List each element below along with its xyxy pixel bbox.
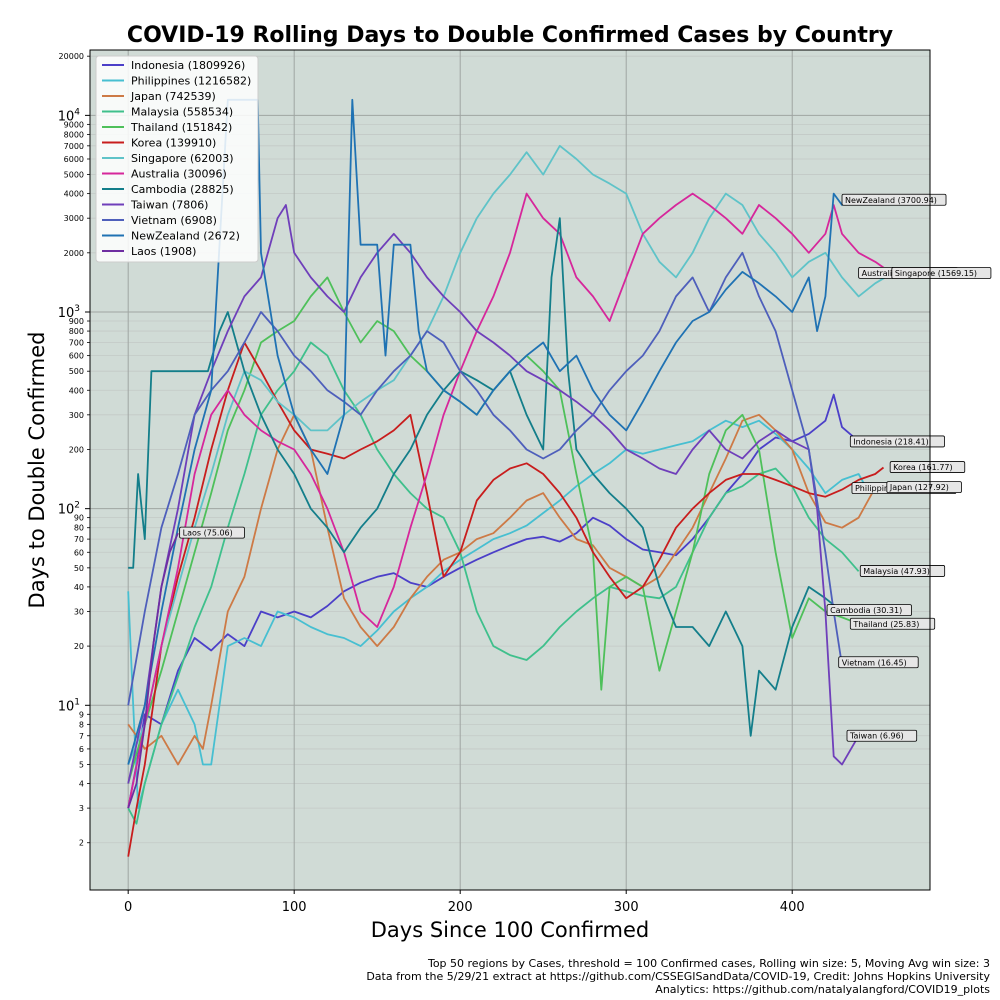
annotation-box xyxy=(889,461,966,473)
y-minor-tick-label: 3000 xyxy=(64,214,84,223)
y-minor-tick-label: 70 xyxy=(74,535,84,544)
y-minor-tick-label: 60 xyxy=(74,548,84,557)
y-minor-tick-label: 800 xyxy=(69,327,84,336)
y-minor-tick-label: 5 xyxy=(79,760,84,769)
y-minor-tick-label: 30 xyxy=(74,607,84,616)
y-minor-tick-label: 20 xyxy=(74,642,84,651)
legend-label-1: Philippines (1216582) xyxy=(131,75,251,88)
legend-label-10: Vietnam (6908) xyxy=(131,214,217,227)
plot-frame xyxy=(89,49,931,891)
footer-line-1: Top 50 regions by Cases, threshold = 100… xyxy=(427,957,990,970)
annotation-label: Vietnam (16.45) xyxy=(842,658,907,667)
x-tick-label: 0 xyxy=(124,900,132,915)
y-minor-tick-label: 200 xyxy=(69,445,84,454)
legend-label-0: Indonesia (1809926) xyxy=(131,59,245,72)
y-minor-tick-label: 50 xyxy=(74,564,84,573)
annotation-label: Taiwan (6.96) xyxy=(849,732,904,741)
y-minor-tick-label: 9 xyxy=(79,710,84,719)
legend-label-9: Taiwan (7806) xyxy=(130,199,208,212)
y-major-tick-label: 101 xyxy=(58,697,80,714)
y-minor-tick-label: 7000 xyxy=(64,142,84,151)
y-minor-tick-label: 20000 xyxy=(59,52,84,61)
y-minor-tick-label: 500 xyxy=(69,367,84,376)
y-minor-tick-label: 6 xyxy=(79,745,84,754)
annotation-box xyxy=(891,267,992,279)
annotation-label: Korea (161.77) xyxy=(893,463,952,472)
series-line-6 xyxy=(127,144,893,765)
series-line-8 xyxy=(128,217,843,737)
annotation-box xyxy=(841,193,947,206)
y-major-tick-label: 103 xyxy=(58,304,80,321)
legend-label-3: Malaysia (558534) xyxy=(131,106,233,119)
annotation-label: Cambodia (30.31) xyxy=(830,606,902,615)
annotation-label: Laos (75.06) xyxy=(183,529,233,538)
legend-label-5: Korea (139910) xyxy=(131,137,216,150)
chart-title: COVID-19 Rolling Days to Double Confirme… xyxy=(127,23,893,48)
y-axis-label: Days to Double Confirmed xyxy=(25,332,49,609)
series-line-10 xyxy=(127,251,843,706)
series-line-12 xyxy=(127,532,179,809)
y-minor-tick-label: 8000 xyxy=(64,130,84,139)
y-major-tick-label: 102 xyxy=(58,501,80,518)
y-minor-tick-label: 90 xyxy=(74,514,84,523)
y-minor-tick-label: 6000 xyxy=(64,155,84,164)
legend-box xyxy=(95,55,259,263)
annotation-box xyxy=(826,604,912,616)
y-minor-tick-label: 700 xyxy=(69,338,84,347)
y-minor-tick-label: 8 xyxy=(79,720,84,729)
y-major-tick-label: 104 xyxy=(58,107,81,124)
y-minor-tick-label: 900 xyxy=(69,317,84,326)
series-line-7 xyxy=(127,192,893,809)
annotation-box xyxy=(849,617,936,630)
legend-label-6: Singapore (62003) xyxy=(131,152,234,165)
annotation-box xyxy=(838,656,919,669)
annotation-box xyxy=(859,565,946,577)
legend-label-12: Laos (1908) xyxy=(131,245,196,258)
y-minor-tick-label: 2 xyxy=(79,839,84,848)
y-minor-tick-label: 600 xyxy=(69,352,84,361)
series-line-1 xyxy=(127,419,868,809)
footer-line-3: Analytics: https://github.com/natalyalan… xyxy=(655,983,990,996)
legend-label-11: NewZealand (2672) xyxy=(131,230,240,243)
y-minor-tick-label: 40 xyxy=(74,583,84,592)
annotation-label: Singapore (1569.15) xyxy=(895,269,977,278)
y-minor-tick-label: 4000 xyxy=(64,190,84,199)
y-minor-tick-label: 80 xyxy=(74,524,84,533)
x-tick-label: 100 xyxy=(282,900,307,915)
y-minor-tick-label: 300 xyxy=(69,411,84,420)
x-tick-label: 200 xyxy=(448,900,473,915)
y-minor-tick-label: 3 xyxy=(79,804,84,813)
y-minor-tick-label: 400 xyxy=(69,386,84,395)
annotation-label: Thailand (25.83) xyxy=(852,620,919,629)
legend-label-2: Japan (742539) xyxy=(130,90,216,103)
footer-line-2: Data from the 5/29/21 extract at https:/… xyxy=(366,970,990,983)
annotation-label: Malaysia (47.93) xyxy=(863,567,930,576)
series-line-11 xyxy=(127,98,851,765)
annotation-label: NewZealand (3700.94) xyxy=(845,196,937,205)
y-minor-tick-label: 7 xyxy=(79,732,84,741)
annotation-box xyxy=(886,481,962,494)
annotation-label: Indonesia (218.41) xyxy=(853,437,928,446)
y-minor-tick-label: 5000 xyxy=(64,171,84,180)
legend-label-8: Cambodia (28825) xyxy=(131,183,234,196)
series-line-0 xyxy=(127,393,867,809)
x-tick-label: 300 xyxy=(614,900,639,915)
x-axis-label: Days Since 100 Confirmed xyxy=(371,918,649,942)
series-line-3 xyxy=(127,341,860,825)
annotation-box xyxy=(849,435,945,448)
x-tick-label: 400 xyxy=(780,900,805,915)
legend-label-7: Australia (30096) xyxy=(131,168,227,181)
annotation-box xyxy=(846,729,918,742)
series-line-9 xyxy=(127,204,860,784)
y-minor-tick-label: 9000 xyxy=(64,120,84,129)
y-minor-tick-label: 2000 xyxy=(64,249,84,258)
legend-label-4: Thailand (151842) xyxy=(130,121,232,134)
series-line-5 xyxy=(127,341,885,857)
annotation-box xyxy=(179,526,245,539)
y-minor-tick-label: 4 xyxy=(79,780,84,789)
annotation-label: Japan (127.92) xyxy=(889,483,949,492)
